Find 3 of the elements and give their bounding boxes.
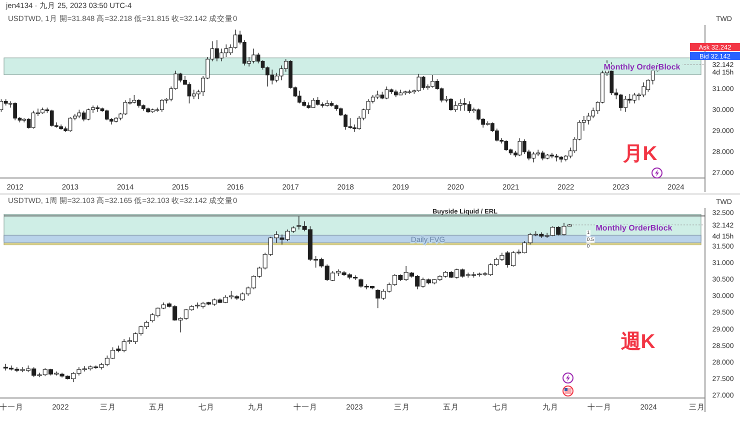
annotation: 月K xyxy=(622,143,658,165)
band-label: Monthly OrderBlock xyxy=(596,224,673,233)
annotation: 週K xyxy=(620,331,656,353)
